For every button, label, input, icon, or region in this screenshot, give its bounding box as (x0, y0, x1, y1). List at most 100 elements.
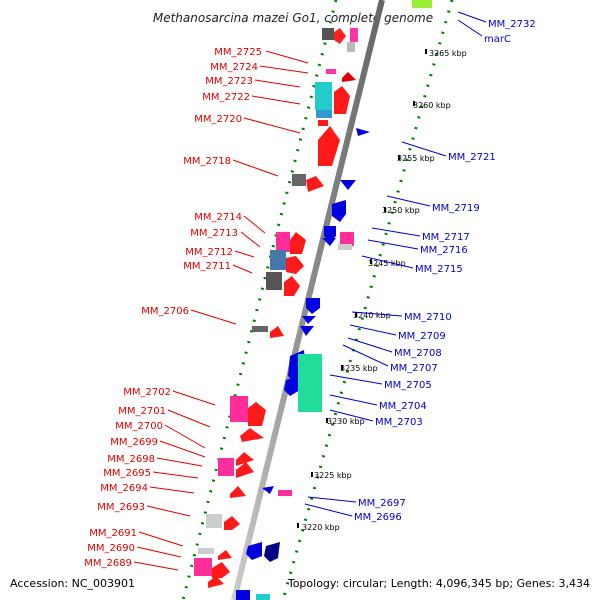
gene-block (322, 28, 334, 40)
gene-label-mm-2693: MM_2693 (97, 502, 145, 513)
gene-label-mm-2709: MM_2709 (398, 331, 446, 342)
gene-block (198, 548, 214, 554)
gene-label-mm-2712: MM_2712 (185, 247, 233, 258)
gene-label-mm-2714: MM_2714 (194, 212, 242, 223)
gene-arrow (236, 462, 254, 478)
gene-block (270, 250, 286, 270)
gene-block (194, 558, 212, 576)
gene-block (218, 458, 234, 476)
gene-label-mm-2705: MM_2705 (384, 380, 432, 391)
gene-arrow (306, 298, 320, 314)
gene-block (412, 0, 432, 8)
gene-block (206, 514, 222, 528)
gene-label-mm-2722: MM_2722 (202, 92, 250, 103)
gene-label-mm-2696: MM_2696 (354, 512, 402, 523)
gene-label-mm-2701: MM_2701 (118, 406, 166, 417)
gene-label-mm-2707: MM_2707 (390, 363, 438, 374)
gene-block (318, 120, 328, 126)
scale-label: 3235 kbp (340, 364, 378, 373)
gene-arrow (240, 428, 264, 442)
gene-label-mm-2715: MM_2715 (415, 264, 463, 275)
gene-block (338, 244, 352, 250)
gene-arrow (208, 576, 224, 588)
scale-label: 3255 kbp (397, 154, 435, 163)
forward-strand-genes (194, 28, 356, 588)
left-leader-lines (133, 50, 309, 571)
gene-block (230, 396, 248, 422)
gene-label-mm-2710: MM_2710 (404, 312, 452, 323)
gene-arrow (340, 180, 356, 190)
gene-arrow (270, 326, 284, 338)
gene-label-mm-2713: MM_2713 (190, 228, 238, 239)
gene-block (266, 272, 282, 290)
gene-arrow (286, 256, 304, 274)
gene-arrow (236, 590, 250, 600)
scale-label: 3265 kbp (429, 49, 467, 58)
gene-label-mm-2690: MM_2690 (87, 543, 135, 554)
gene-label-mm-2725: MM_2725 (214, 47, 262, 58)
gene-block (278, 490, 292, 496)
scale-label: 3225 kbp (314, 471, 352, 480)
gene-label-mm-2711: MM_2711 (183, 261, 231, 272)
reverse-strand-genes (236, 0, 432, 600)
gene-arrow (212, 562, 230, 578)
gene-block (276, 232, 290, 252)
gene-label-mm-2694: MM_2694 (100, 483, 148, 494)
scale-label: 3240 kbp (353, 311, 391, 320)
gene-arrow (248, 402, 266, 426)
gene-label-mm-2689: MM_2689 (84, 558, 132, 569)
scale-label: 3230 kbp (327, 417, 365, 426)
gene-label-mm-2704: MM_2704 (379, 401, 427, 412)
gene-arrow (302, 316, 316, 324)
gene-arrow (322, 238, 336, 246)
scale-label: 3245 kbp (368, 259, 406, 268)
gene-block (315, 82, 332, 110)
scale-label: 3260 kbp (413, 101, 451, 110)
gene-arrow (300, 326, 314, 336)
gene-label-mm-2702: MM_2702 (123, 387, 171, 398)
gene-label-marc: marC (484, 34, 511, 45)
gene-arrow (356, 128, 370, 136)
right-gene-labels: MM_2732 marC MM_2721 MM_2719 MM_2717 MM_… (354, 19, 536, 523)
gene-label-mm-2720: MM_2720 (194, 114, 242, 125)
gene-block (292, 174, 306, 186)
gene-label-mm-2716: MM_2716 (420, 245, 468, 256)
gene-label-mm-2723: MM_2723 (205, 76, 253, 87)
gene-arrow (290, 232, 306, 254)
topology-text: Topology: circular; Length: 4,096,345 bp… (287, 577, 590, 590)
gene-label-mm-2719: MM_2719 (432, 203, 480, 214)
scale-label: 3250 kbp (382, 206, 420, 215)
genome-title: Methanosarcina mazei Go1, complete genom… (153, 11, 433, 25)
gene-arrow (306, 176, 324, 192)
gene-label-mm-2717: MM_2717 (422, 232, 470, 243)
gene-arrow (318, 126, 340, 166)
gene-label-mm-2721: MM_2721 (448, 152, 496, 163)
gene-arrow (236, 452, 254, 466)
gene-block (350, 28, 358, 42)
gene-label-mm-2708: MM_2708 (394, 348, 442, 359)
gene-arrow (332, 200, 346, 222)
gene-arrow (224, 516, 240, 530)
gene-arrow (264, 542, 280, 562)
gene-arrow (262, 486, 274, 494)
gene-label-mm-2706: MM_2706 (141, 306, 189, 317)
gene-label-mm-2697: MM_2697 (358, 498, 406, 509)
gene-block (256, 594, 270, 600)
gene-block (316, 110, 332, 118)
left-gene-labels: MM_2725 MM_2724 MM_2723 MM_2722 MM_2720 … (84, 47, 262, 569)
gene-block (347, 42, 355, 52)
gene-label-mm-2703: MM_2703 (375, 417, 423, 428)
gene-arrow (246, 542, 262, 560)
scale-markers (297, 49, 427, 528)
gene-block (340, 232, 354, 246)
gene-arrow (334, 86, 350, 114)
gene-label-mm-2732: MM_2732 (488, 19, 536, 30)
right-leader-lines (304, 11, 487, 517)
gene-label-mm-2691: MM_2691 (89, 528, 137, 539)
gene-arrow (334, 28, 346, 44)
gene-label-mm-2695: MM_2695 (103, 468, 151, 479)
scale-label: 3220 kbp (302, 523, 340, 532)
gene-label-mm-2718: MM_2718 (183, 156, 231, 167)
gene-label-mm-2724: MM_2724 (210, 62, 258, 73)
gene-arrow (342, 72, 356, 82)
